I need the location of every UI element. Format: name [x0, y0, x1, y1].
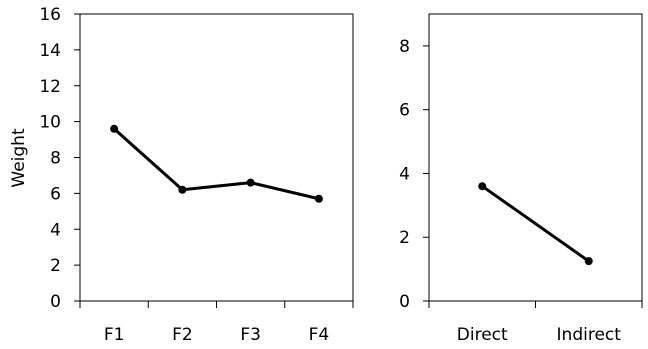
data-point [246, 178, 255, 187]
x-tick-label: F4 [309, 325, 330, 345]
y-tick-label: 2 [50, 256, 61, 276]
x-tick-label: F3 [240, 325, 261, 345]
y-tick-label: 6 [50, 184, 61, 204]
x-tick-label: F1 [104, 325, 125, 345]
series-line [113, 127, 320, 201]
y-tick-label: 4 [399, 164, 410, 184]
y-tick-label: 8 [399, 37, 410, 57]
plot-frame [79, 13, 354, 302]
series-line [481, 184, 590, 263]
data-point [110, 124, 119, 133]
y-tick-label: 0 [50, 292, 61, 312]
x-tick-label: Direct [457, 325, 508, 345]
y-tick-label: 0 [399, 292, 410, 312]
x-tick-label: Indirect [557, 325, 622, 345]
y-tick-label: 4 [50, 220, 61, 240]
data-point [314, 194, 323, 203]
x-tick-label: F2 [172, 325, 193, 345]
chart-panel-factors: Weight 0 2 4 6 8 10 12 14 16 F1 F2 F3 F4 [9, 5, 354, 345]
y-tick-label: 12 [39, 77, 61, 97]
plot-frame [428, 13, 643, 302]
chart-panel-effects: 0 2 4 6 8 Direct Indirect [399, 13, 643, 345]
y-axis-label: Weight [9, 128, 29, 188]
y-tick-label: 10 [39, 113, 61, 133]
data-point [178, 185, 187, 194]
data-point [584, 257, 593, 266]
data-point [478, 182, 487, 191]
y-tick-label: 6 [399, 101, 410, 121]
y-tick-label: 16 [39, 5, 61, 25]
y-tick-label: 2 [399, 228, 410, 248]
y-tick-label: 14 [39, 41, 61, 61]
y-tick-label: 8 [50, 149, 61, 169]
